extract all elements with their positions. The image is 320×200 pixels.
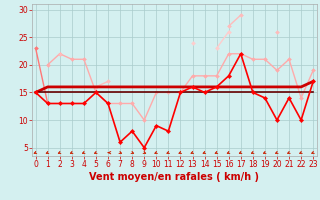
X-axis label: Vent moyen/en rafales ( km/h ): Vent moyen/en rafales ( km/h ) <box>89 172 260 182</box>
